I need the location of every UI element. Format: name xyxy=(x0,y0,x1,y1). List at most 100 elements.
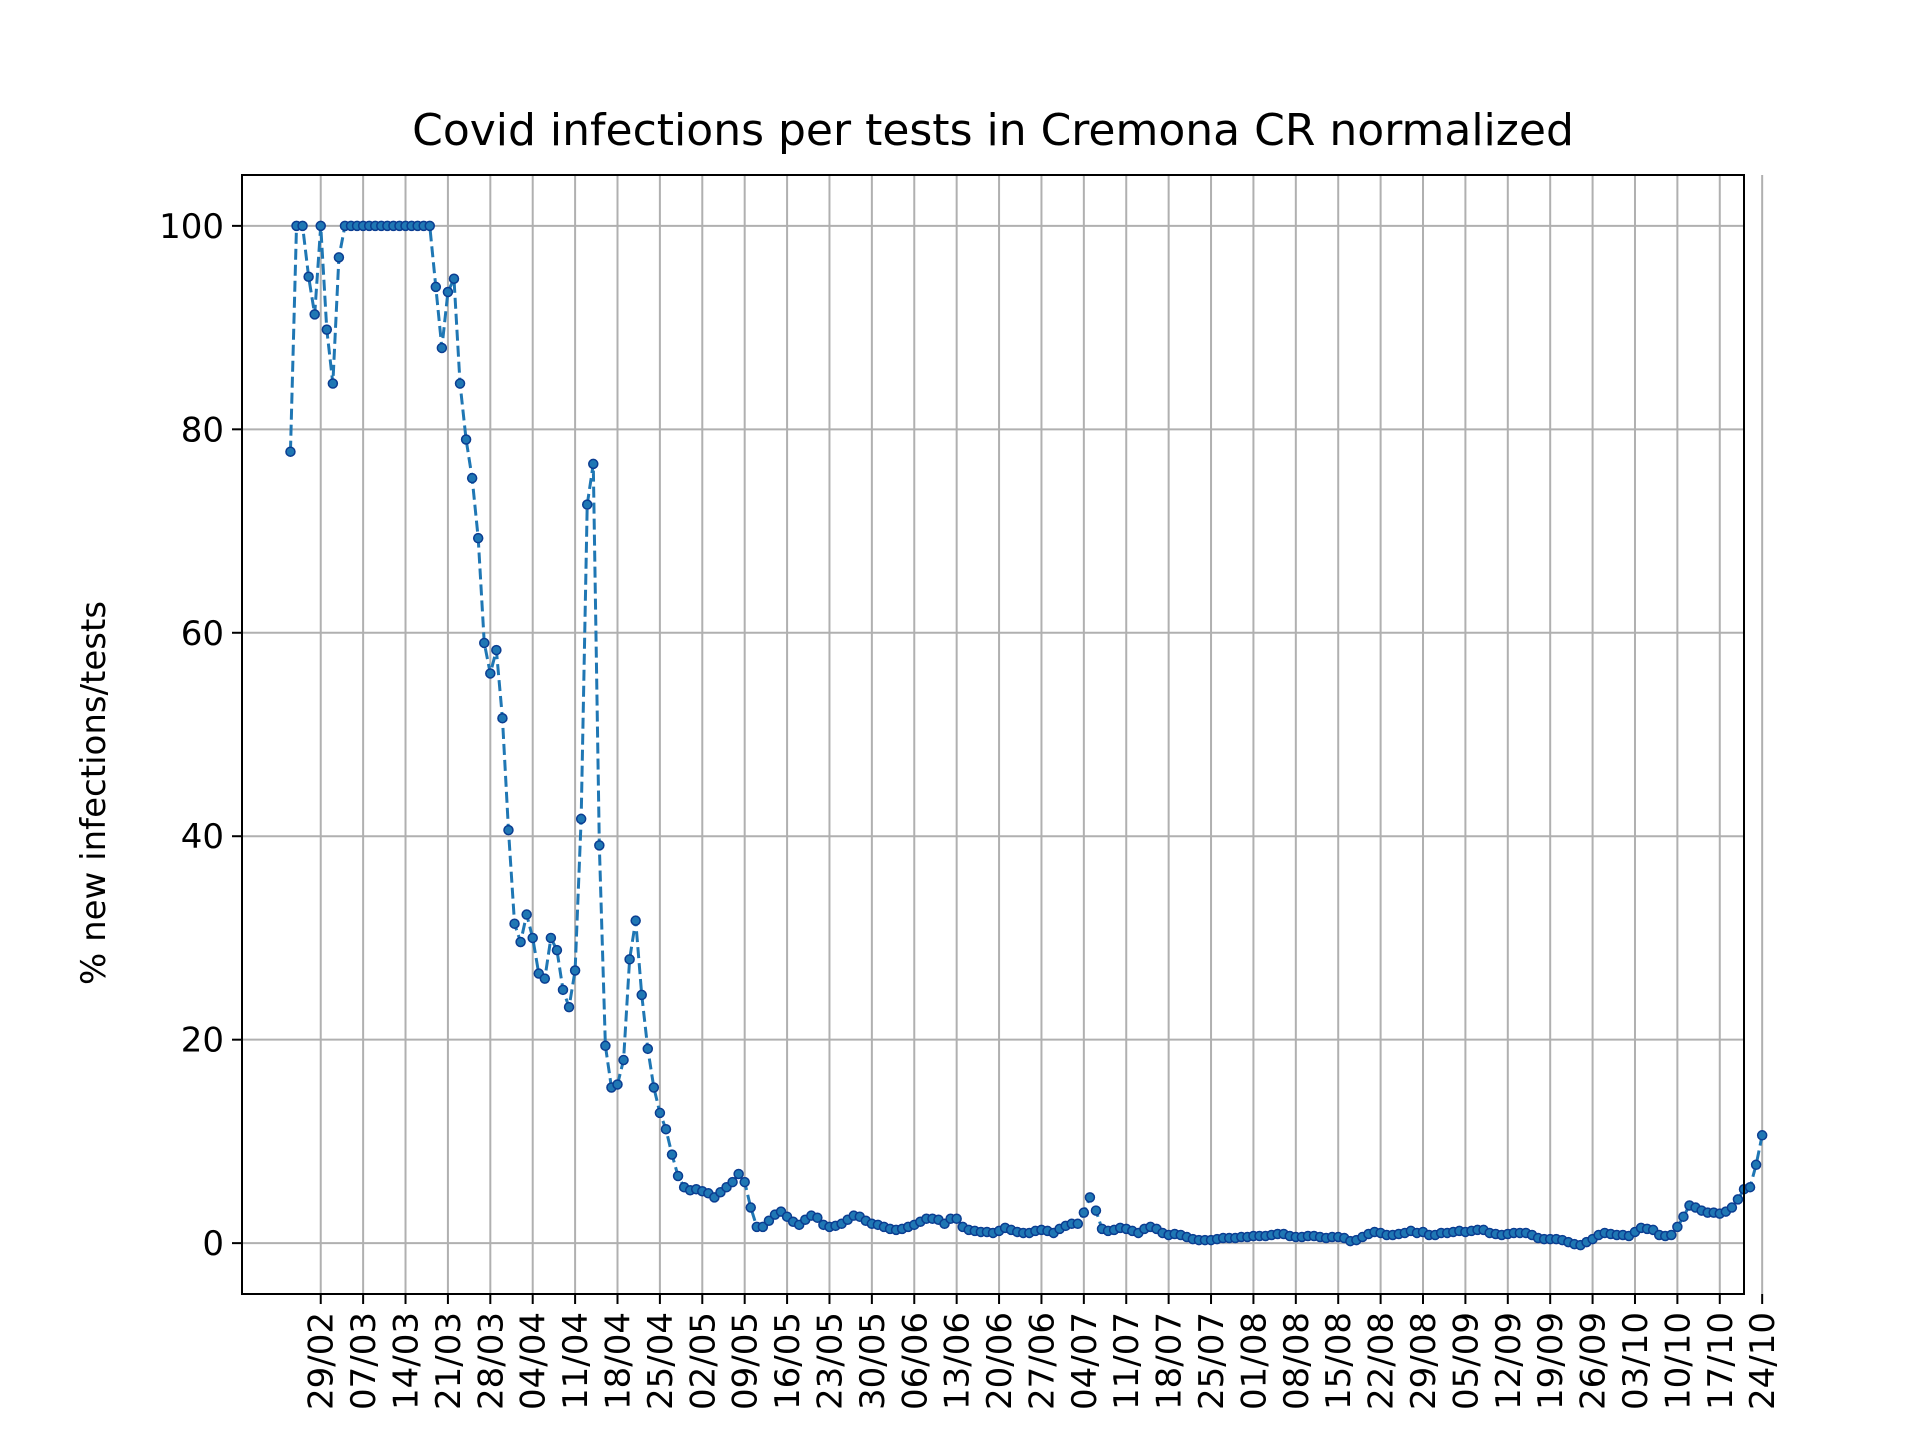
x-tick-label: 29/08 xyxy=(1404,1312,1444,1410)
data-point xyxy=(757,1221,769,1233)
x-tick-label: 01/08 xyxy=(1234,1312,1274,1410)
data-point xyxy=(1672,1221,1683,1233)
data-point xyxy=(569,965,581,976)
x-tick-label: 18/07 xyxy=(1150,1312,1190,1410)
data-point xyxy=(333,252,345,263)
x-tick-label: 30/05 xyxy=(853,1312,893,1410)
data-point xyxy=(763,1215,775,1227)
x-tick-label: 11/04 xyxy=(556,1312,596,1410)
x-axis: 29/02 07/03 14/03 21/03 28/03 04/04 11/04 18/04… xyxy=(302,1294,1783,1410)
data-point xyxy=(1744,1181,1756,1193)
x-tick-label: 04/07 xyxy=(1065,1312,1105,1410)
x-tick-label: 21/03 xyxy=(429,1312,469,1410)
data-point xyxy=(588,458,599,470)
data-point xyxy=(557,984,569,996)
data-point xyxy=(648,1082,660,1093)
y-tick-label: 80 xyxy=(181,410,224,450)
data-point xyxy=(297,220,308,232)
data-point xyxy=(563,1001,575,1013)
x-tick-label: 25/07 xyxy=(1192,1312,1232,1410)
x-tick-label: 08/08 xyxy=(1277,1312,1317,1410)
data-point xyxy=(303,271,314,282)
data-point xyxy=(1678,1211,1689,1222)
data-point xyxy=(812,1212,823,1223)
x-tick-label: 27/06 xyxy=(1022,1312,1062,1410)
grid-lines xyxy=(242,175,1764,1294)
data-point xyxy=(624,954,635,965)
data-point xyxy=(1084,1192,1096,1203)
x-tick-label: 29/02 xyxy=(302,1312,342,1410)
data-point xyxy=(594,840,605,851)
data-point xyxy=(454,378,466,389)
data-point xyxy=(551,944,563,956)
data-point xyxy=(539,973,551,984)
data-point xyxy=(479,637,490,649)
data-point xyxy=(660,1123,672,1135)
x-tick-label: 28/03 xyxy=(471,1312,511,1410)
data-point xyxy=(618,1054,629,1066)
data-point xyxy=(424,220,435,232)
y-tick-label: 0 xyxy=(202,1224,224,1264)
data-point xyxy=(739,1176,750,1188)
data-point xyxy=(515,936,526,948)
data-point xyxy=(327,378,339,389)
x-tick-label: 04/04 xyxy=(514,1312,554,1410)
data-point xyxy=(321,324,333,335)
data-point xyxy=(315,220,326,232)
data-point xyxy=(600,1040,611,1052)
x-tick-label: 22/08 xyxy=(1362,1312,1402,1410)
plot-frame xyxy=(241,174,1745,1295)
data-point xyxy=(636,989,647,1001)
x-tick-label: 20/06 xyxy=(980,1312,1020,1410)
data-point xyxy=(630,915,641,926)
data-point xyxy=(642,1043,654,1055)
x-tick-label: 18/04 xyxy=(599,1312,639,1410)
x-tick-label: 11/07 xyxy=(1107,1312,1147,1410)
x-tick-label: 26/09 xyxy=(1574,1312,1614,1410)
data-point xyxy=(951,1213,962,1224)
data-point xyxy=(503,824,514,836)
y-tick-label: 40 xyxy=(181,817,224,857)
y-tick-label: 20 xyxy=(181,1021,224,1061)
data-point xyxy=(1666,1229,1677,1241)
data-point xyxy=(442,286,454,298)
data-point xyxy=(545,932,557,944)
x-tick-label: 23/05 xyxy=(810,1312,850,1410)
x-tick-label: 03/10 xyxy=(1616,1312,1656,1410)
data-point xyxy=(727,1176,738,1188)
x-tick-label: 15/08 xyxy=(1319,1312,1359,1410)
x-tick-label: 14/03 xyxy=(387,1312,427,1410)
chart-title: Covid infections per tests in Cremona CR… xyxy=(412,105,1574,156)
y-tick-label: 100 xyxy=(159,207,224,247)
x-tick-label: 09/05 xyxy=(726,1312,766,1410)
data-point xyxy=(612,1079,623,1090)
data-point xyxy=(509,918,520,929)
x-tick-label: 24/10 xyxy=(1743,1312,1783,1410)
x-tick-label: 13/06 xyxy=(938,1312,978,1410)
data-point xyxy=(1072,1218,1084,1230)
data-point xyxy=(472,532,484,544)
data-point xyxy=(460,434,472,445)
data-point xyxy=(527,932,538,944)
data-point xyxy=(491,644,502,656)
data-point xyxy=(485,668,496,679)
data-point xyxy=(309,309,320,320)
data-point xyxy=(448,273,460,285)
data-point xyxy=(672,1170,684,1182)
data-point xyxy=(1726,1202,1738,1213)
data-point xyxy=(666,1149,678,1160)
data-series xyxy=(285,220,1768,1251)
x-tick-label: 06/06 xyxy=(895,1312,935,1410)
x-tick-label: 10/10 xyxy=(1658,1312,1698,1410)
data-point xyxy=(285,446,296,457)
x-tick-label: 25/04 xyxy=(641,1312,681,1410)
data-point xyxy=(521,909,532,920)
y-axis-label: % new infections/tests xyxy=(74,601,114,985)
data-point xyxy=(733,1168,744,1180)
x-tick-label: 02/05 xyxy=(683,1312,723,1410)
x-tick-label: 05/09 xyxy=(1446,1312,1486,1410)
x-tick-label: 07/03 xyxy=(344,1312,384,1410)
y-tick-label: 60 xyxy=(181,614,224,654)
x-tick-label: 17/10 xyxy=(1701,1312,1741,1410)
data-point xyxy=(466,472,478,484)
